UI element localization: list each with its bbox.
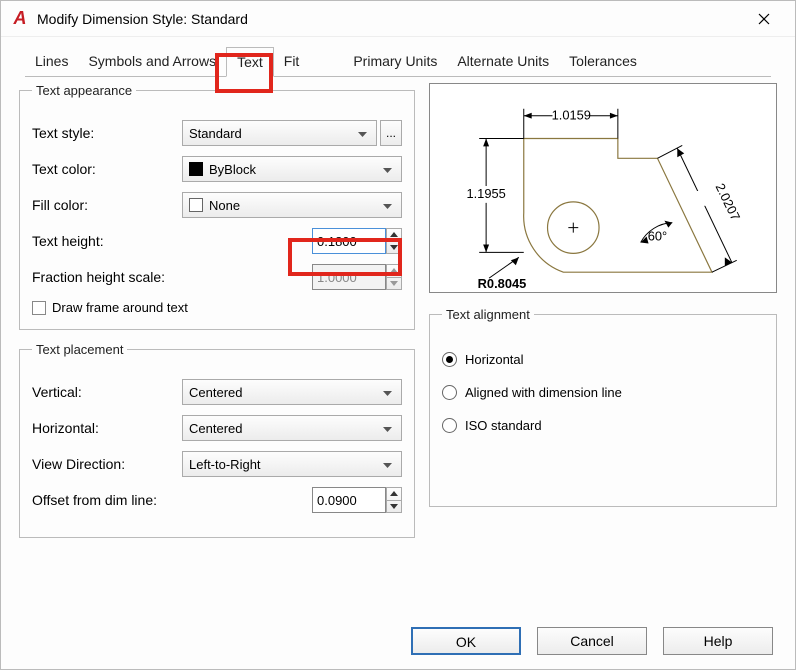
combo-horizontal-value: Centered	[189, 421, 242, 436]
label-fill-color: Fill color:	[32, 197, 182, 213]
tab-symbols-arrows[interactable]: Symbols and Arrows	[78, 47, 226, 77]
close-icon	[758, 13, 770, 25]
radio-iso[interactable]: ISO standard	[442, 418, 764, 433]
button-bar: OK Cancel Help	[411, 627, 773, 655]
chevron-down-icon	[379, 198, 395, 213]
app-icon: A	[11, 10, 29, 28]
label-view-direction: View Direction:	[32, 456, 182, 472]
radio-iso-label: ISO standard	[465, 418, 542, 433]
input-offset[interactable]: 0.0900	[312, 487, 386, 513]
radio-icon	[442, 385, 457, 400]
chevron-down-icon	[379, 421, 395, 436]
legend-text-placement: Text placement	[32, 342, 127, 357]
label-text-height: Text height:	[32, 233, 182, 249]
radio-horizontal[interactable]: Horizontal	[442, 352, 764, 367]
group-text-placement: Text placement Vertical: Centered Horizo…	[19, 342, 415, 538]
radio-aligned-label: Aligned with dimension line	[465, 385, 622, 400]
group-text-alignment: Text alignment Horizontal Aligned with d…	[429, 307, 777, 507]
combo-text-style-value: Standard	[189, 126, 242, 141]
chevron-down-icon	[379, 385, 395, 400]
label-horizontal: Horizontal:	[32, 420, 182, 436]
tab-bar: Lines Symbols and Arrows Text Fit Primar…	[19, 47, 777, 77]
text-style-browse-button[interactable]: ...	[380, 120, 402, 146]
tab-text[interactable]: Text	[226, 47, 274, 77]
spinner-down-icon	[387, 278, 401, 290]
preview-dim-top: 1.0159	[552, 108, 591, 123]
label-text-color: Text color:	[32, 161, 182, 177]
spinner-offset[interactable]	[386, 487, 402, 513]
label-fraction-height: Fraction height scale:	[32, 269, 202, 285]
tab-fit[interactable]: Fit	[274, 47, 310, 77]
dialog-window: A Modify Dimension Style: Standard Lines…	[0, 0, 796, 670]
close-button[interactable]	[743, 4, 785, 34]
spinner-up-icon	[387, 265, 401, 278]
radio-horizontal-label: Horizontal	[465, 352, 524, 367]
group-text-appearance: Text appearance Text style: Standard ...…	[19, 83, 415, 330]
checkbox-draw-frame-label: Draw frame around text	[52, 300, 188, 315]
spinner-up-icon[interactable]	[387, 229, 401, 242]
combo-view-direction[interactable]: Left-to-Right	[182, 451, 402, 477]
combo-vertical-value: Centered	[189, 385, 242, 400]
ok-button[interactable]: OK	[411, 627, 521, 655]
preview-dim-radius: R0.8045	[478, 276, 527, 291]
chevron-down-icon	[379, 457, 395, 472]
chevron-down-icon	[379, 162, 395, 177]
combo-fill-color-value: None	[209, 198, 240, 213]
radio-aligned[interactable]: Aligned with dimension line	[442, 385, 764, 400]
spinner-fraction-height	[386, 264, 402, 290]
chevron-down-icon	[354, 126, 370, 141]
combo-view-direction-value: Left-to-Right	[189, 457, 261, 472]
spinner-down-icon[interactable]	[387, 501, 401, 513]
preview-dim-left: 1.1955	[466, 186, 505, 201]
input-offset-value: 0.0900	[317, 493, 381, 508]
input-fraction-height-value: 1.0000	[317, 270, 381, 285]
radio-icon	[442, 352, 457, 367]
spinner-down-icon[interactable]	[387, 242, 401, 254]
input-text-height-value: 0.1800	[317, 234, 381, 249]
none-swatch-icon	[189, 198, 203, 212]
help-button[interactable]: Help	[663, 627, 773, 655]
combo-vertical[interactable]: Centered	[182, 379, 402, 405]
checkbox-box-icon	[32, 301, 46, 315]
legend-text-alignment: Text alignment	[442, 307, 534, 322]
tab-primary-units[interactable]: Primary Units	[343, 47, 447, 77]
spinner-text-height[interactable]	[386, 228, 402, 254]
label-offset: Offset from dim line:	[32, 492, 202, 508]
label-vertical: Vertical:	[32, 384, 182, 400]
dimension-preview: 1.0159 1.1955 2.0207	[429, 83, 777, 293]
cancel-button[interactable]: Cancel	[537, 627, 647, 655]
tab-lines[interactable]: Lines	[25, 47, 78, 77]
preview-dim-angle: 60°	[648, 228, 667, 243]
combo-text-style[interactable]: Standard	[182, 120, 377, 146]
input-text-height[interactable]: 0.1800	[312, 228, 386, 254]
label-text-style: Text style:	[32, 125, 182, 141]
combo-text-color[interactable]: ByBlock	[182, 156, 402, 182]
combo-fill-color[interactable]: None	[182, 192, 402, 218]
radio-icon	[442, 418, 457, 433]
spinner-up-icon[interactable]	[387, 488, 401, 501]
window-title: Modify Dimension Style: Standard	[37, 11, 248, 27]
tab-alternate-units[interactable]: Alternate Units	[447, 47, 559, 77]
checkbox-draw-frame[interactable]: Draw frame around text	[32, 300, 402, 315]
combo-text-color-value: ByBlock	[209, 162, 256, 177]
combo-horizontal[interactable]: Centered	[182, 415, 402, 441]
input-fraction-height: 1.0000	[312, 264, 386, 290]
tab-tolerances[interactable]: Tolerances	[559, 47, 647, 77]
legend-text-appearance: Text appearance	[32, 83, 136, 98]
title-bar: A Modify Dimension Style: Standard	[1, 1, 795, 37]
color-swatch-icon	[189, 162, 203, 176]
